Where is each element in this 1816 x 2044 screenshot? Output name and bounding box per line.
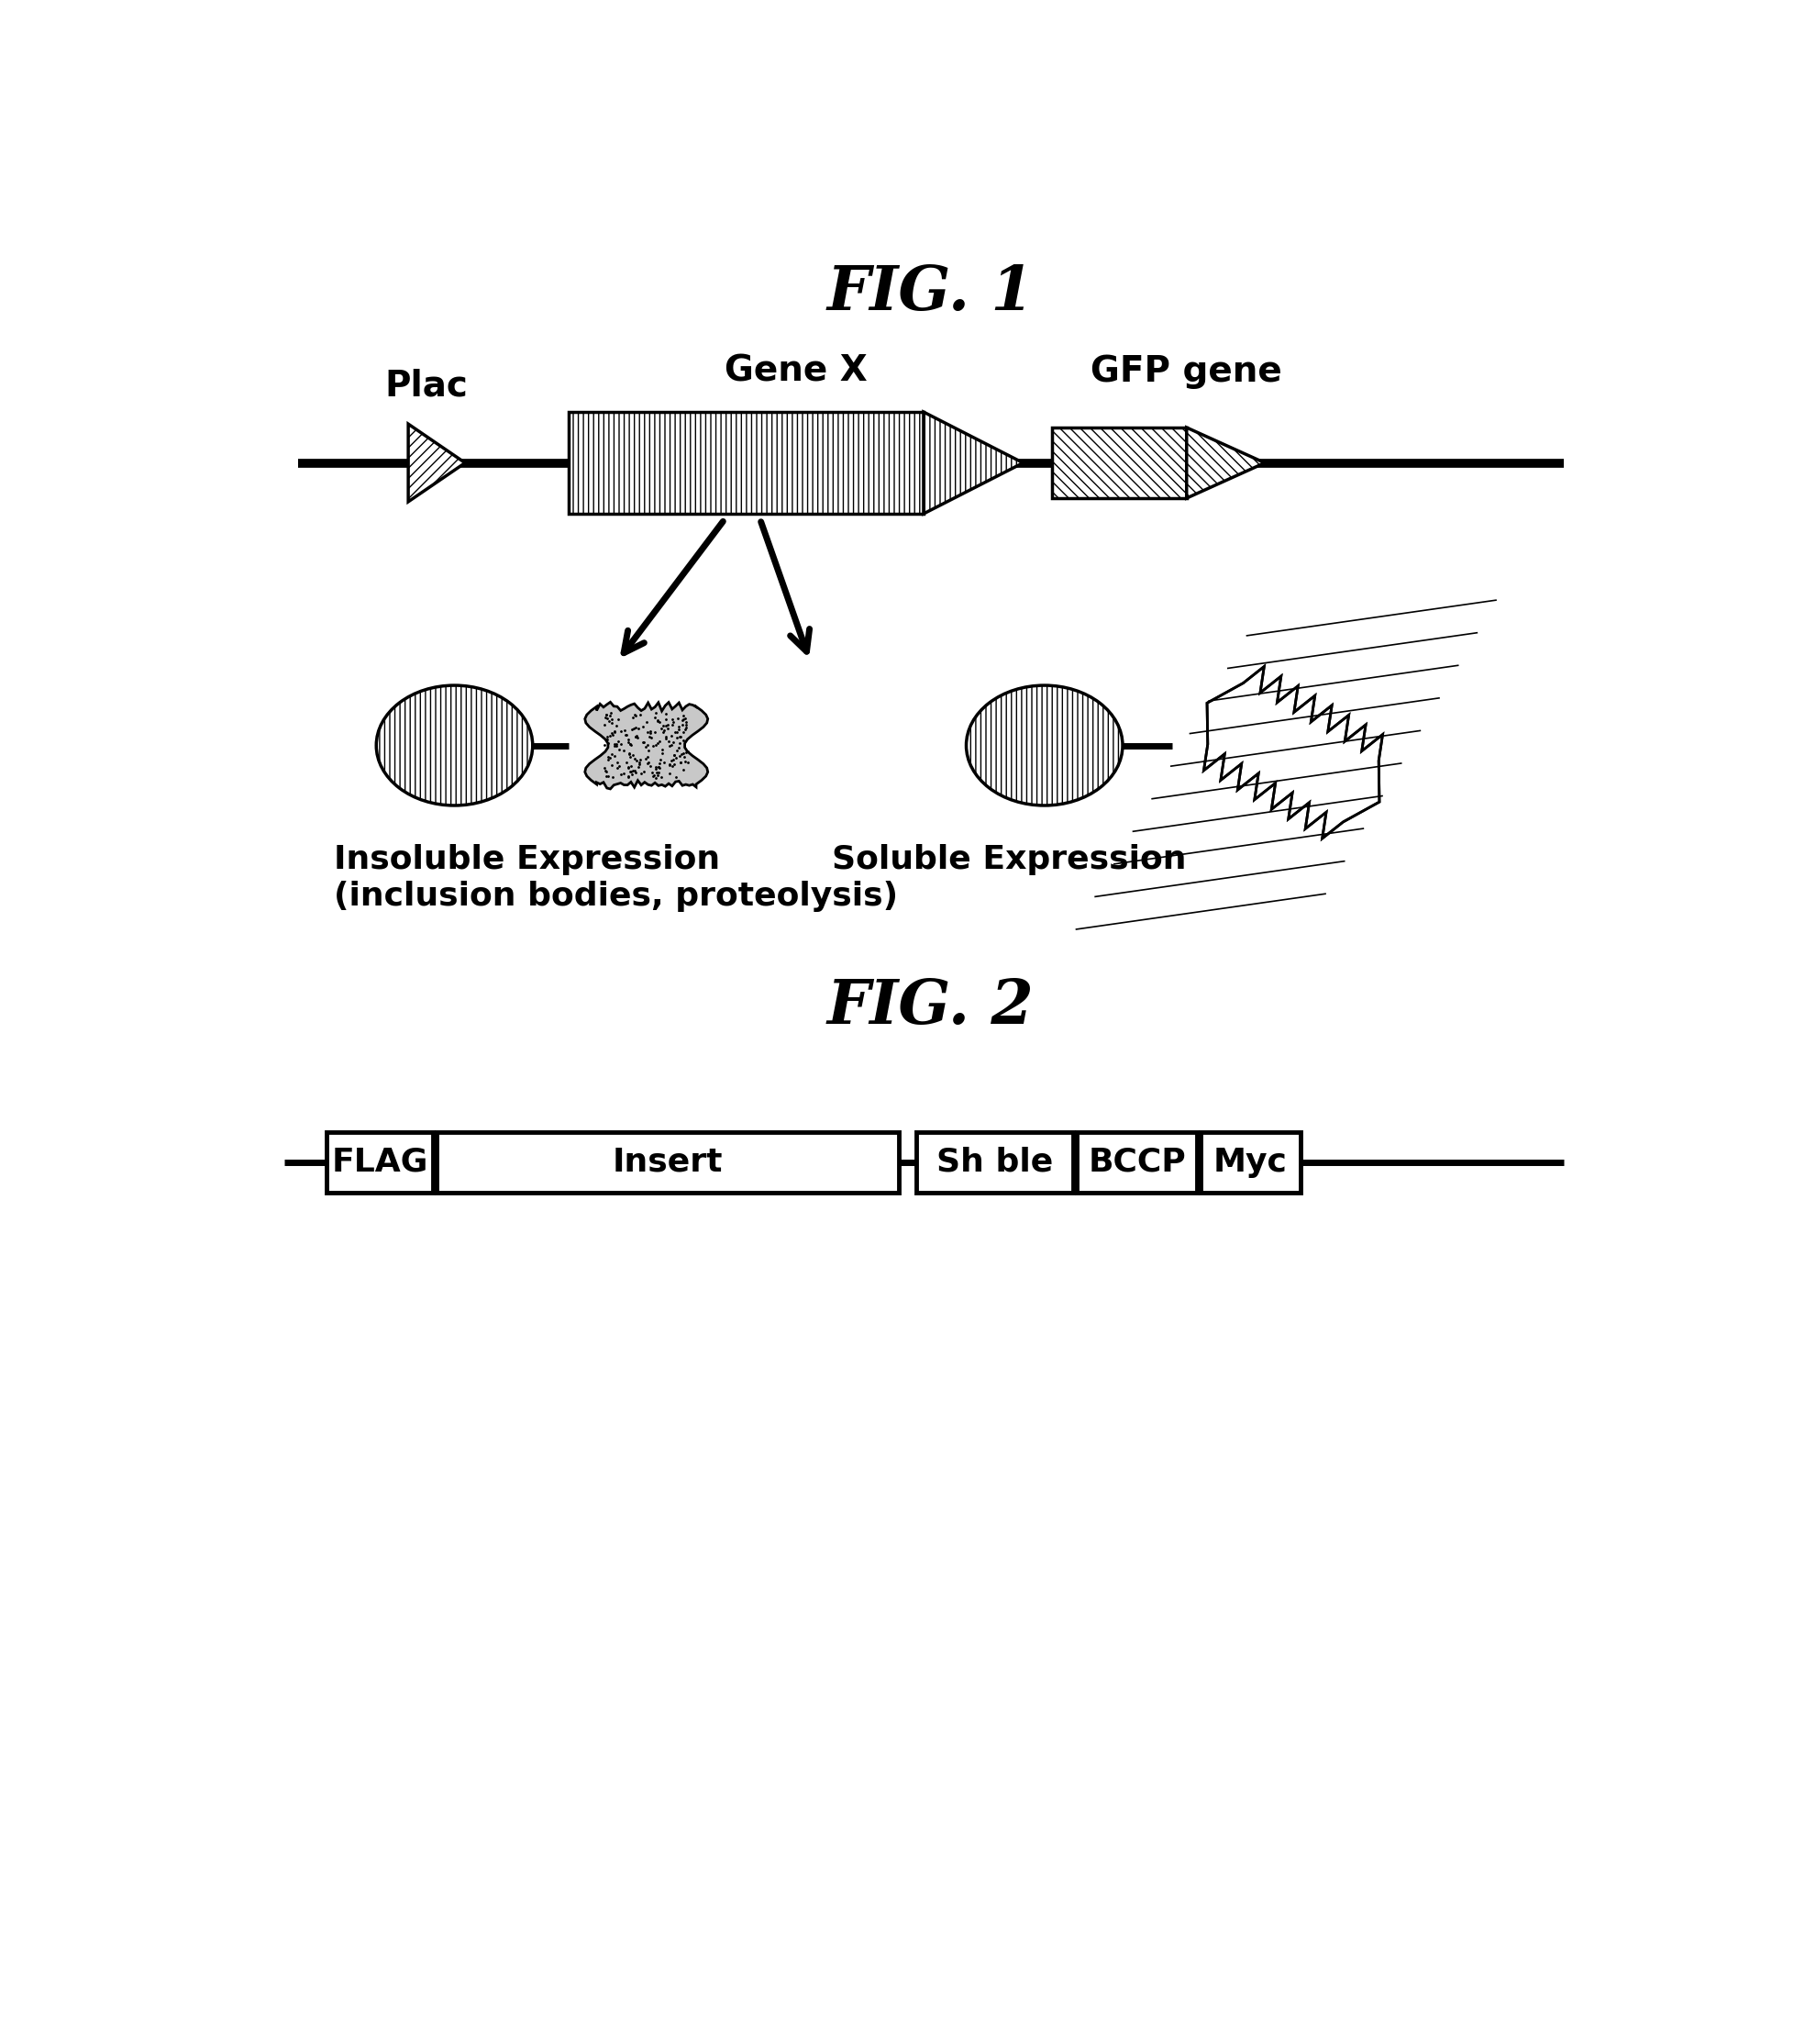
Text: BCCP: BCCP <box>1088 1147 1186 1177</box>
Polygon shape <box>1186 427 1264 499</box>
Text: FLAG: FLAG <box>332 1147 429 1177</box>
Ellipse shape <box>966 685 1122 805</box>
Polygon shape <box>409 423 465 501</box>
Bar <box>568 413 924 513</box>
Text: FIG. 2: FIG. 2 <box>826 977 1035 1036</box>
Bar <box>1077 1132 1197 1192</box>
Text: FIG. 1: FIG. 1 <box>826 264 1035 323</box>
Bar <box>917 1132 1073 1192</box>
Bar <box>436 1132 899 1192</box>
Ellipse shape <box>376 685 532 805</box>
Text: Insoluble Expression
(inclusion bodies, proteolysis): Insoluble Expression (inclusion bodies, … <box>334 844 897 912</box>
Text: GFP gene: GFP gene <box>1091 354 1282 388</box>
Bar <box>1051 427 1186 499</box>
Text: Myc: Myc <box>1213 1147 1288 1177</box>
Bar <box>1200 1132 1300 1192</box>
Text: Sh ble: Sh ble <box>937 1147 1053 1177</box>
Polygon shape <box>924 413 1022 513</box>
Text: Plac: Plac <box>385 368 469 403</box>
Polygon shape <box>1204 666 1382 838</box>
Polygon shape <box>585 701 708 789</box>
Text: Insert: Insert <box>612 1147 723 1177</box>
Text: Gene X: Gene X <box>725 354 866 388</box>
Bar <box>327 1132 434 1192</box>
Text: Soluble Expression: Soluble Expression <box>832 844 1186 875</box>
